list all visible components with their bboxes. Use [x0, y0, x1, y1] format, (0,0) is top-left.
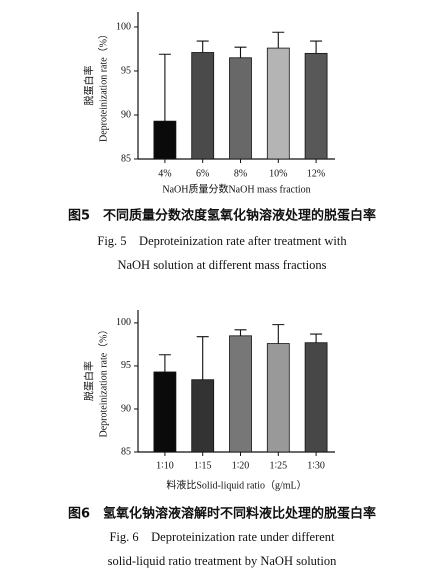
y-tick-label: 90: [121, 109, 131, 120]
caption: NaOH solution at different mass fraction…: [117, 258, 326, 272]
y-tick-label: 100: [116, 21, 131, 32]
y-label: Deproteinization rate（%）: [97, 29, 109, 142]
y-tick-label: 95: [121, 65, 131, 76]
error-bar: [272, 31, 285, 49]
x-tick-label: 4%: [158, 168, 171, 179]
x-tick-label: 1∶30: [307, 460, 325, 471]
error-bar: [196, 336, 209, 380]
chart: 85 90 95 100 脱蛋白率 Deproteinization rate（%） 4% 6…: [68, 12, 376, 272]
y-tick-label: 100: [116, 317, 131, 328]
error-bar: [158, 354, 171, 372]
y-tick-label: 85: [121, 446, 131, 457]
error-bar: [272, 324, 285, 344]
bar: [191, 379, 215, 453]
x-tick-label: 1∶25: [269, 460, 287, 471]
x-tick-label: 8%: [234, 168, 247, 179]
x-tick-label: 1∶20: [232, 460, 250, 471]
error-bar: [196, 40, 209, 53]
error-bar: [234, 329, 247, 336]
y-label: 脱蛋白率: [82, 66, 95, 106]
x-tick-label: 1∶15: [194, 460, 212, 471]
chart: 85 90 95 100 脱蛋白率 Deproteinization rate（%） 1∶1…: [68, 310, 376, 568]
bar: [266, 47, 290, 160]
y-label: 脱蛋白率: [82, 361, 95, 401]
x-label: 料液比Solid-liquid ratio（g/mL）: [166, 478, 306, 491]
bar: [191, 52, 215, 160]
caption: 图6 氢氧化钠溶液溶解时不同料液比处理的脱蛋白率: [68, 506, 376, 522]
x-label: NaOH质量分数NaOH mass fraction: [162, 182, 310, 195]
caption: 图5 不同质量分数浓度氢氧化钠溶液处理的脱蛋白率: [68, 208, 376, 224]
y-tick-label: 90: [121, 403, 131, 414]
bar: [304, 52, 328, 160]
x-tick-label: 12%: [307, 168, 325, 179]
caption: Fig. 6 Deproteinization rate under diffe…: [109, 530, 335, 544]
bar: [229, 335, 252, 453]
y-tick-label: 95: [121, 360, 131, 371]
caption: solid-liquid ratio treatment by NaOH sol…: [108, 554, 338, 568]
bar: [153, 120, 177, 160]
bar: [266, 343, 290, 453]
error-bar: [158, 53, 171, 122]
error-bar: [310, 333, 323, 343]
error-bar: [310, 40, 323, 54]
error-bar: [234, 46, 247, 58]
bar: [229, 57, 252, 160]
x-tick-label: 10%: [269, 168, 287, 179]
bar: [304, 342, 328, 453]
bar: [153, 371, 177, 453]
y-tick-label: 85: [121, 153, 131, 164]
y-label: Deproteinization rate（%）: [97, 324, 109, 437]
x-tick-label: 1∶10: [156, 460, 174, 471]
x-tick-label: 6%: [196, 168, 209, 179]
caption: Fig. 5 Deproteinization rate after treat…: [97, 234, 347, 248]
